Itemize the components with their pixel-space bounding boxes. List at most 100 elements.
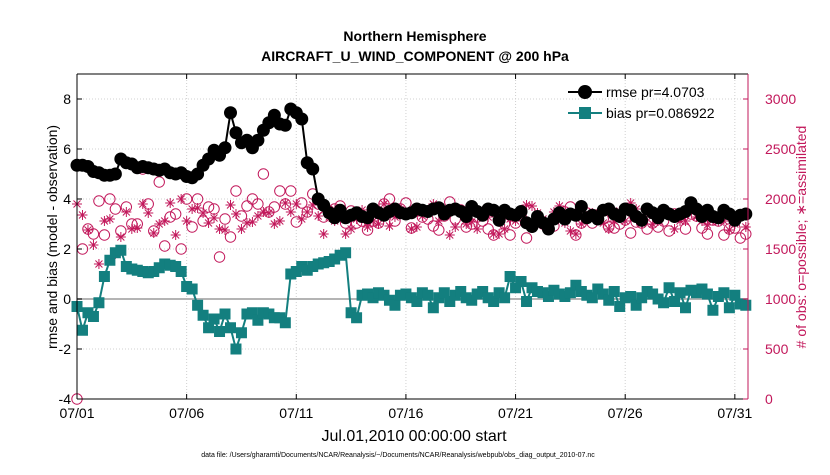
assimilated-obs-point: [280, 198, 291, 208]
bias-point: [630, 299, 642, 311]
rmse-series: [70, 102, 753, 236]
assimilated-obs-point: [466, 217, 477, 227]
assimilated-obs-point: [373, 219, 384, 229]
assimilated-obs-point: [669, 224, 680, 234]
assimilated-obs-point: [406, 224, 417, 234]
y-tick-label-right: 3000: [765, 91, 796, 107]
bias-point: [564, 287, 576, 299]
y-tick-label-right: 0: [765, 391, 773, 407]
bias-point: [466, 294, 478, 306]
possible-obs-point: [153, 176, 165, 188]
assimilated-obs-point: [77, 210, 88, 220]
possible-obs-point: [186, 221, 198, 233]
bias-point: [197, 309, 209, 321]
legend-label-bias: bias pr=0.086922: [606, 105, 715, 121]
bias-point: [740, 299, 752, 311]
assimilated-obs-point: [340, 229, 351, 239]
assimilated-obs-point: [291, 199, 302, 209]
bias-point: [603, 294, 615, 306]
x-axis-label: Jul.01,2010 00:00:00 start: [321, 428, 507, 445]
assimilated-obs-point: [378, 199, 389, 209]
assimilated-obs-point: [609, 216, 620, 226]
bias-point: [351, 312, 363, 324]
bias-point: [438, 287, 450, 299]
possible-obs-point: [159, 240, 171, 252]
bias-point: [115, 244, 127, 256]
bias-series: [71, 244, 752, 355]
assimilated-obs-point: [214, 224, 225, 234]
assimilated-obs-point: [494, 229, 505, 239]
bias-point: [570, 279, 582, 291]
x-tick-label: 07/11: [279, 405, 313, 421]
y-axis-label-left: rmse and bias (model - observation): [44, 125, 60, 349]
assimilated-obs-point: [389, 212, 400, 222]
assimilated-obs-point: [236, 224, 247, 234]
possible-obs-point: [169, 208, 182, 220]
assimilated-obs-point: [570, 229, 581, 239]
assimilated-obs-point: [362, 222, 373, 232]
rmse-point: [739, 207, 753, 221]
assimilated-obs-point: [198, 208, 209, 218]
rmse-point: [541, 222, 555, 236]
plot-area: 07/01 07/06 07/11 07/16 07/21 07/26 07/31 -4 -2 0…: [59, 73, 796, 421]
assimilated-obs-point: [263, 208, 274, 218]
bias-point: [246, 307, 258, 319]
bias-point: [208, 313, 220, 325]
assimilated-obs-point: [241, 218, 252, 228]
possible-obs-point: [268, 201, 281, 213]
assimilated-obs-point: [411, 222, 422, 232]
assimilated-obs-point: [313, 211, 324, 221]
assimilated-obs-point: [192, 203, 203, 213]
assimilated-obs-point: [680, 216, 691, 226]
assimilated-obs-point: [620, 216, 631, 226]
assimilated-obs-point: [82, 225, 93, 235]
rmse-point: [229, 126, 243, 140]
bias-point: [427, 302, 439, 314]
bias-point: [608, 286, 620, 297]
bias-point: [614, 301, 626, 312]
y-axis-label-right: # of obs: o=possible; ∗=assimilated: [793, 126, 809, 349]
bias-point: [389, 299, 401, 311]
possible-obs-point: [257, 168, 270, 180]
rmse-point: [525, 220, 539, 233]
bias-point: [230, 343, 242, 355]
bias-point: [510, 282, 522, 294]
bias-point: [93, 297, 105, 309]
assimilated-obs-point: [132, 223, 143, 233]
assimilated-obs-point: [675, 216, 686, 226]
possible-obs-point: [219, 213, 231, 225]
assimilated-obs-point: [285, 207, 296, 217]
rmse-point: [218, 141, 232, 155]
y-tick-label-left: 6: [63, 141, 71, 157]
rmse-point: [295, 112, 309, 126]
legend-marker-bias: [579, 107, 591, 119]
rmse-point: [574, 200, 588, 213]
bias-point: [214, 326, 226, 337]
assimilated-obs-point: [258, 207, 269, 217]
assimilated-obs-point: [121, 207, 132, 217]
assimilated-obs-point: [740, 222, 751, 232]
assimilated-obs-point: [148, 228, 159, 238]
bias-point: [542, 291, 554, 302]
assimilated-obs-point: [230, 209, 241, 219]
bias-point: [455, 286, 467, 297]
possible-obs-point: [213, 251, 226, 263]
assimilated-obs-point: [444, 230, 455, 240]
bias-point: [411, 296, 423, 307]
bias-point: [625, 291, 637, 302]
rmse-point: [108, 167, 122, 181]
assimilated-obs-point: [318, 229, 329, 239]
possible-obs-point: [98, 229, 111, 241]
footnote: data file: /Users/gharamti/Documents/NCA…: [201, 452, 595, 459]
bias-point: [422, 289, 434, 301]
x-tick-label: 07/01: [59, 405, 94, 421]
bias-point: [219, 308, 231, 320]
y-tick-label-left: -4: [59, 391, 72, 407]
y-tick-label-right: 1500: [765, 241, 796, 257]
possible-obs-point: [241, 200, 253, 212]
assimilated-obs-point: [625, 198, 636, 208]
rmse-point: [223, 106, 237, 120]
bias-point: [279, 317, 291, 329]
